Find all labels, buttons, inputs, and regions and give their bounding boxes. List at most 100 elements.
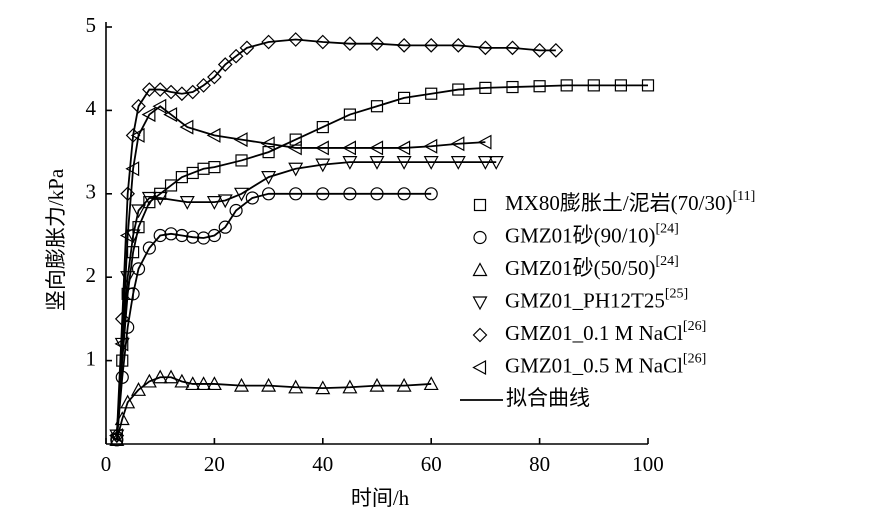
marker (478, 40, 493, 56)
marker (116, 354, 129, 367)
legend-label: GMZ01砂(50/50)[24] (505, 254, 679, 280)
legend-name: GMZ01_0.5 M NaCl (505, 353, 683, 377)
marker (450, 37, 466, 53)
marker (121, 287, 134, 300)
marker (560, 79, 573, 92)
marker (114, 337, 130, 352)
x-tick-label: 80 (529, 452, 550, 476)
legend-label: MX80膨胀土/泥岩(70/30)[11] (505, 189, 755, 215)
marker (143, 196, 156, 209)
legend-marker (472, 296, 488, 311)
marker (369, 377, 385, 392)
marker (233, 132, 248, 148)
marker (206, 376, 222, 391)
marker (235, 154, 248, 167)
marker (114, 311, 130, 327)
marker (233, 377, 250, 392)
marker (315, 140, 329, 156)
legend-name: GMZ01砂(50/50) (505, 256, 656, 280)
legend-marker (473, 198, 487, 212)
y-tick-label: 3 (86, 180, 97, 204)
marker (261, 34, 276, 50)
marker (206, 196, 222, 210)
legend-label: GMZ01_0.5 M NaCl[26] (505, 352, 706, 378)
y-tick-label: 5 (86, 13, 97, 37)
marker (396, 156, 412, 170)
marker (109, 428, 125, 444)
marker (423, 376, 439, 391)
legend-name: GMZ01砂(90/10) (505, 223, 656, 247)
marker (315, 158, 331, 173)
marker (477, 134, 492, 150)
marker (120, 271, 136, 285)
marker (163, 369, 179, 384)
marker (164, 227, 178, 241)
marker (185, 376, 201, 391)
x-tick-label: 100 (632, 452, 664, 476)
marker (131, 382, 147, 396)
marker (370, 100, 384, 113)
legend-marker (472, 327, 488, 343)
marker (152, 82, 168, 97)
marker (506, 80, 519, 94)
marker (186, 230, 200, 244)
marker (126, 287, 140, 301)
y-tick-label: 2 (86, 263, 97, 287)
marker (450, 156, 466, 170)
marker (218, 220, 232, 234)
marker (505, 40, 520, 56)
marker (153, 228, 167, 243)
marker (488, 156, 504, 170)
marker (342, 140, 356, 156)
x-tick-label: 20 (204, 452, 225, 476)
marker (114, 336, 129, 352)
marker (287, 140, 302, 156)
marker (398, 91, 411, 104)
marker (152, 369, 168, 384)
marker (315, 380, 331, 395)
marker (450, 136, 465, 152)
legend-name: GMZ01_0.1 M NaCl (505, 321, 683, 345)
fit-line (115, 161, 497, 436)
legend-ref: [24] (656, 254, 679, 269)
legend-name: MX80膨胀土/泥岩(70/30) (505, 191, 733, 215)
marker (179, 196, 195, 210)
marker (142, 241, 156, 255)
marker (262, 187, 276, 201)
marker (239, 40, 255, 56)
marker (121, 320, 135, 334)
marker (126, 246, 140, 259)
marker (641, 79, 655, 92)
marker (288, 162, 304, 177)
marker (342, 379, 358, 394)
marker (423, 156, 439, 170)
legend-ref: [11] (733, 189, 756, 204)
marker (288, 32, 304, 47)
marker (109, 429, 125, 444)
marker (342, 36, 358, 52)
marker (288, 379, 304, 394)
legend-name: GMZ01_PH12T25 (505, 288, 665, 312)
marker (114, 411, 130, 426)
marker (141, 107, 156, 123)
legend-label: GMZ01砂(90/10)[24] (505, 222, 679, 248)
legend-marker (472, 359, 487, 376)
marker (163, 107, 178, 123)
marker (131, 204, 147, 219)
fit-line (115, 38, 556, 436)
marker (164, 179, 178, 192)
marker (260, 136, 275, 152)
legend-ref: [26] (683, 319, 706, 334)
marker (479, 81, 492, 94)
marker (532, 43, 547, 58)
marker (316, 120, 329, 134)
marker (423, 37, 439, 53)
marker (142, 82, 157, 97)
marker (152, 98, 167, 114)
x-tick-label: 60 (421, 452, 442, 476)
marker (396, 37, 412, 53)
marker (130, 127, 145, 143)
marker (119, 227, 134, 244)
legend-label: GMZ01_0.1 M NaCl[26] (505, 319, 706, 345)
